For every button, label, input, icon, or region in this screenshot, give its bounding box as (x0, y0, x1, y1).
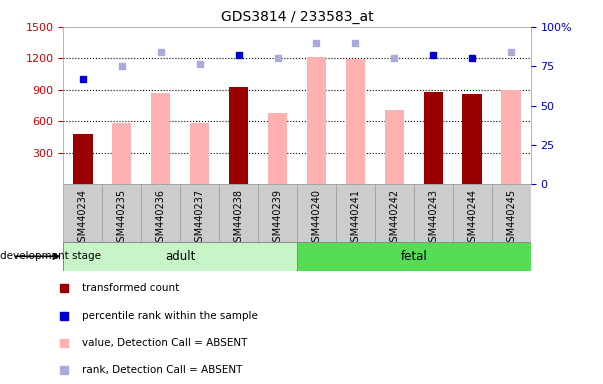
Text: GSM440235: GSM440235 (117, 189, 127, 248)
Text: GSM440244: GSM440244 (467, 189, 477, 248)
Text: transformed count: transformed count (81, 283, 179, 293)
Bar (346, 60, 365, 184)
FancyBboxPatch shape (141, 184, 180, 242)
Bar (502, 90, 521, 184)
Text: GSM440245: GSM440245 (506, 189, 516, 248)
FancyBboxPatch shape (63, 184, 103, 242)
Text: GSM440243: GSM440243 (428, 189, 438, 248)
FancyBboxPatch shape (219, 184, 258, 242)
Text: GSM440242: GSM440242 (390, 189, 399, 248)
Bar (190, 123, 209, 184)
Text: GSM440240: GSM440240 (311, 189, 321, 248)
FancyBboxPatch shape (414, 184, 453, 242)
Text: GSM440239: GSM440239 (273, 189, 283, 248)
Bar (229, 87, 248, 184)
Title: GDS3814 / 233583_at: GDS3814 / 233583_at (221, 10, 373, 25)
Text: fetal: fetal (400, 250, 427, 263)
FancyBboxPatch shape (63, 242, 297, 271)
Text: GSM440237: GSM440237 (195, 189, 204, 248)
Text: GSM440236: GSM440236 (156, 189, 166, 248)
Text: GSM440238: GSM440238 (233, 189, 244, 248)
FancyBboxPatch shape (491, 184, 531, 242)
FancyBboxPatch shape (375, 184, 414, 242)
Bar (423, 92, 443, 184)
FancyBboxPatch shape (258, 184, 297, 242)
Text: development stage: development stage (0, 251, 101, 262)
Text: value, Detection Call = ABSENT: value, Detection Call = ABSENT (81, 338, 247, 348)
FancyBboxPatch shape (180, 184, 219, 242)
Text: adult: adult (165, 250, 195, 263)
Bar (307, 57, 326, 184)
FancyBboxPatch shape (453, 184, 491, 242)
Text: rank, Detection Call = ABSENT: rank, Detection Call = ABSENT (81, 365, 242, 375)
FancyBboxPatch shape (297, 242, 531, 271)
Text: percentile rank within the sample: percentile rank within the sample (81, 311, 257, 321)
Bar (151, 93, 171, 184)
Text: GSM440234: GSM440234 (78, 189, 88, 248)
Bar (463, 94, 482, 184)
FancyBboxPatch shape (297, 184, 336, 242)
Bar (112, 123, 131, 184)
Bar (268, 113, 287, 184)
FancyBboxPatch shape (336, 184, 375, 242)
Text: GSM440241: GSM440241 (350, 189, 361, 248)
FancyBboxPatch shape (103, 184, 141, 242)
Bar (385, 110, 404, 184)
Bar (73, 134, 92, 184)
